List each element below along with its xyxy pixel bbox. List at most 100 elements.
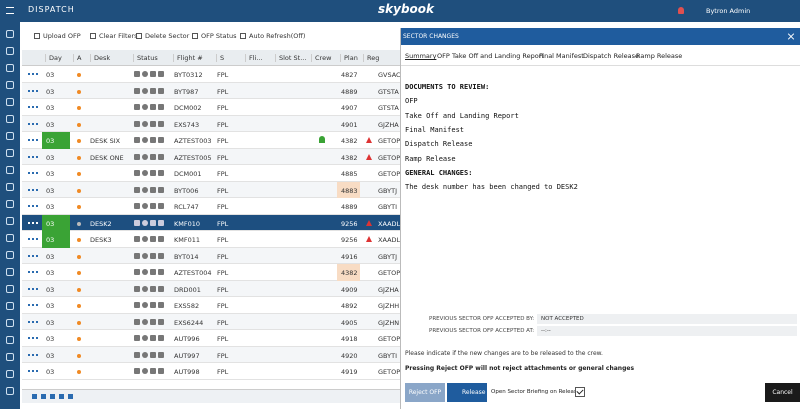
column-header[interactable]: Plan	[340, 54, 360, 62]
column-header[interactable]: Crew	[311, 54, 337, 62]
nav-icon[interactable]	[6, 217, 14, 225]
toolbar-icon[interactable]	[192, 33, 198, 39]
table-row[interactable]	[22, 148, 400, 165]
flight-cell: BYT014	[174, 252, 199, 261]
column-header[interactable]: S	[216, 54, 242, 62]
column-header[interactable]: Flight #	[173, 54, 213, 62]
pager-button[interactable]	[32, 394, 37, 399]
day-cell: 03	[46, 236, 55, 244]
column-header[interactable]: Day	[45, 54, 70, 62]
reg-cell: GETOP	[378, 368, 400, 376]
toolbar-button[interactable]: Upload OFP	[43, 32, 81, 40]
table-row[interactable]	[22, 181, 400, 198]
nav-icon[interactable]	[6, 115, 14, 123]
status-icon	[134, 318, 140, 325]
nav-icon[interactable]	[6, 64, 14, 72]
pager-button[interactable]	[68, 394, 73, 399]
nav-icon[interactable]	[6, 285, 14, 293]
nav-icon[interactable]	[6, 251, 14, 259]
nav-icon[interactable]	[6, 353, 14, 361]
nav-icon[interactable]	[6, 30, 14, 38]
nav-icon[interactable]	[6, 370, 14, 378]
reject-button[interactable]: Reject OFP	[405, 383, 445, 402]
table-row[interactable]	[22, 247, 400, 264]
toolbar-icon[interactable]	[240, 33, 246, 39]
table-row[interactable]	[22, 99, 400, 116]
pager-button[interactable]	[41, 394, 46, 399]
status-icon	[142, 219, 148, 226]
status-icon	[150, 203, 156, 209]
tab[interactable]: Summary	[405, 52, 437, 60]
checkbox[interactable]	[575, 387, 585, 397]
table-row[interactable]	[22, 330, 400, 347]
nav-icon[interactable]	[6, 268, 14, 276]
status-icon	[134, 170, 140, 176]
nav-icon[interactable]	[6, 183, 14, 191]
tab[interactable]: Dispatch Release	[583, 52, 640, 60]
toolbar-icon[interactable]	[136, 33, 142, 39]
table-row[interactable]	[22, 132, 400, 149]
table-row[interactable]	[22, 198, 400, 215]
column-header[interactable]: Reg	[363, 54, 400, 62]
column-header[interactable]: Fli...	[245, 54, 272, 62]
flight-cell: EXS582	[174, 302, 200, 310]
table-row[interactable]	[22, 115, 400, 132]
s-cell: FPL	[217, 269, 229, 277]
nav-icon[interactable]	[6, 319, 14, 327]
status-icon	[158, 203, 164, 209]
day-cell: 03	[46, 87, 55, 96]
toolbar-button[interactable]: Clear Filters	[99, 32, 138, 40]
nav-icon[interactable]	[6, 200, 14, 208]
status-cell	[42, 231, 70, 248]
table-row[interactable]	[22, 346, 400, 363]
toolbar-button[interactable]: Delete Sector	[145, 32, 190, 40]
table-row[interactable]	[22, 66, 400, 83]
toolbar-button[interactable]: OFP Status	[201, 32, 237, 40]
table-row[interactable]	[22, 264, 400, 281]
cancel-button[interactable]: Cancel	[765, 383, 800, 402]
toolbar-button[interactable]: Auto Refresh(Off)	[249, 32, 306, 40]
row-menu-dot	[32, 122, 34, 125]
nav-icon[interactable]	[6, 47, 14, 55]
tab[interactable]: Final Manifest	[539, 52, 584, 60]
nav-icon[interactable]	[6, 149, 14, 157]
table-row[interactable]	[22, 280, 400, 297]
nav-icon[interactable]	[6, 132, 14, 140]
nav-icon[interactable]	[6, 302, 14, 310]
nav-icon[interactable]	[6, 98, 14, 106]
tab[interactable]: Take Off and Landing Report	[452, 52, 544, 60]
table-row[interactable]	[22, 165, 400, 182]
status-icon	[158, 252, 164, 259]
nav-icon[interactable]	[6, 234, 14, 242]
toolbar-icon[interactable]	[90, 33, 96, 39]
day-cell: 03	[46, 219, 55, 228]
table-row[interactable]	[22, 214, 400, 231]
table-row[interactable]	[22, 313, 400, 330]
tab[interactable]: Ramp Release	[636, 52, 683, 60]
table-row[interactable]	[22, 231, 400, 248]
release-button[interactable]: Release	[447, 383, 487, 402]
app-title: DISPATCH	[28, 5, 75, 14]
nav-icon[interactable]	[6, 336, 14, 344]
user-name[interactable]: Bytron Admin	[706, 7, 751, 15]
pager-button[interactable]	[50, 394, 55, 399]
table-row[interactable]	[22, 297, 400, 314]
tab[interactable]: OFP	[437, 52, 450, 60]
table-row[interactable]	[22, 363, 400, 380]
nav-icon[interactable]	[6, 81, 14, 89]
column-header[interactable]: Status	[133, 54, 170, 62]
pager-button[interactable]	[59, 394, 64, 399]
column-header[interactable]: Slot St...	[275, 54, 308, 62]
status-icon	[158, 170, 164, 176]
menu-icon[interactable]	[6, 7, 14, 14]
nav-icon[interactable]	[6, 387, 14, 395]
column-header[interactable]: A	[73, 54, 87, 62]
table-row[interactable]	[22, 82, 400, 99]
bell-icon[interactable]	[678, 7, 684, 14]
warning-icon	[366, 219, 372, 226]
column-header[interactable]: Desk	[90, 54, 130, 62]
row-menu-dot	[28, 188, 30, 191]
modal-title: SECTOR CHANGES	[403, 33, 459, 40]
nav-icon[interactable]	[6, 166, 14, 174]
toolbar-icon[interactable]	[34, 33, 40, 39]
